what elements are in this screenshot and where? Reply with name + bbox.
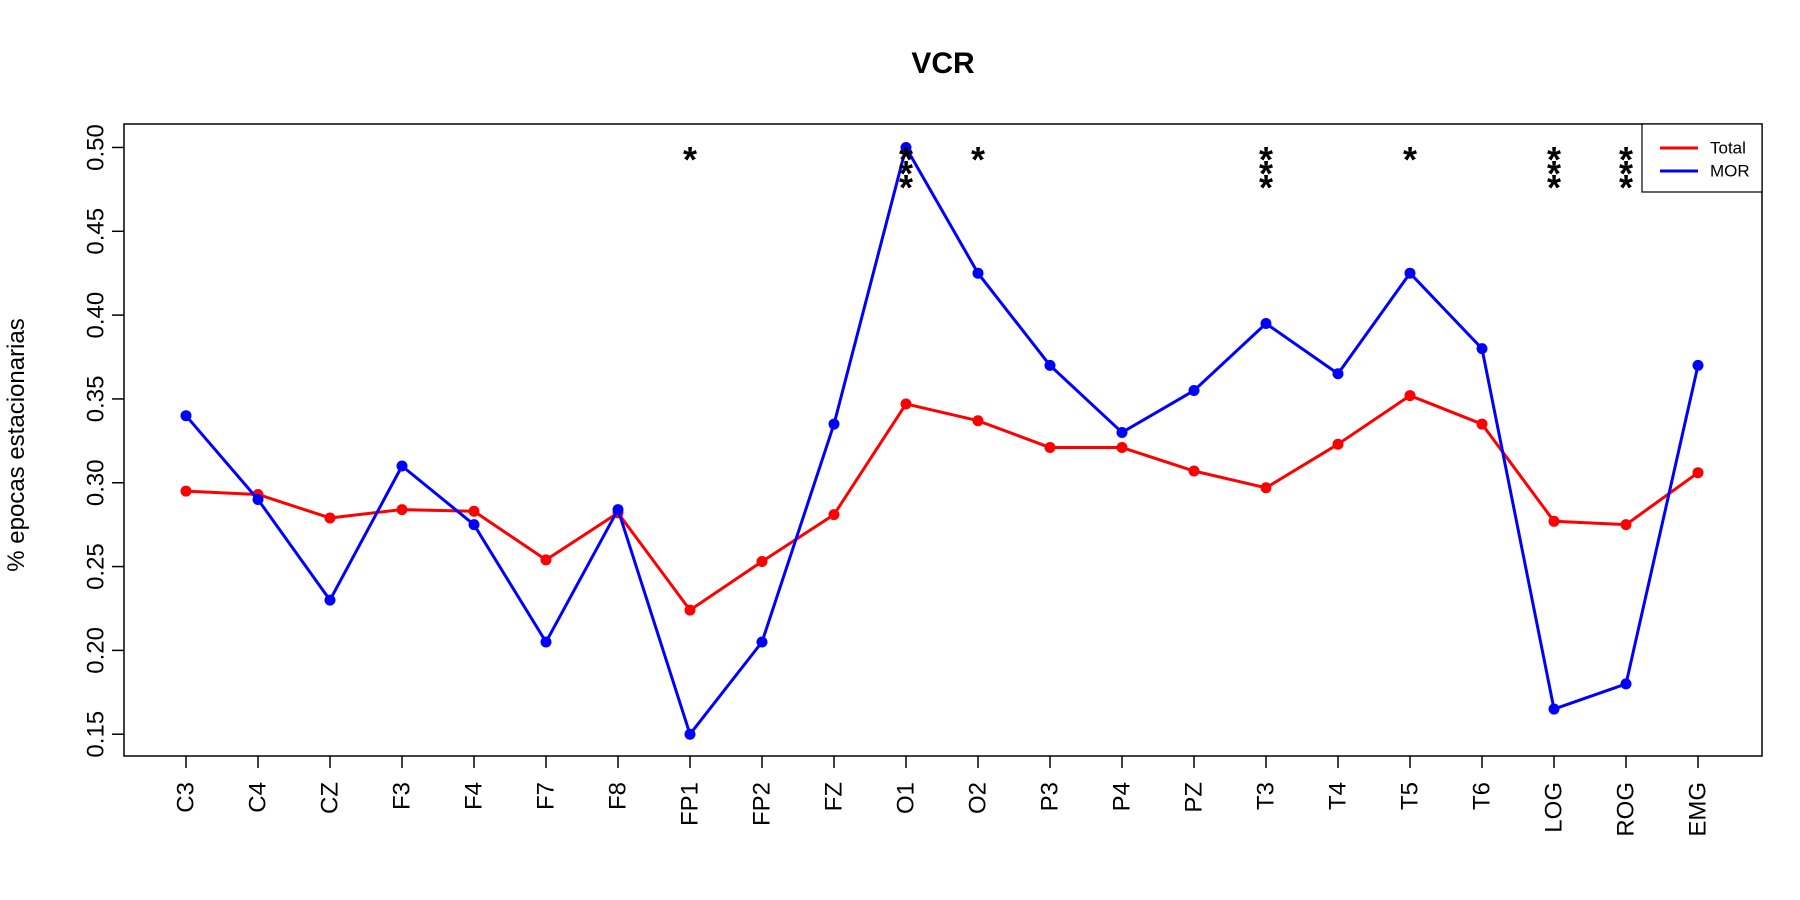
x-tick-label: F4 <box>461 782 488 810</box>
x-tick-label: T5 <box>1397 782 1424 810</box>
data-point <box>1476 343 1488 355</box>
legend-label: MOR <box>1710 162 1750 181</box>
data-point <box>756 636 768 648</box>
data-point <box>1044 359 1056 371</box>
data-point <box>1188 465 1200 477</box>
x-tick-label: C3 <box>173 782 200 813</box>
data-point <box>972 267 984 279</box>
data-point <box>1260 317 1272 329</box>
y-tick-label: 0.25 <box>83 543 110 590</box>
data-point <box>900 141 912 153</box>
legend: Total MOR <box>1641 123 1763 193</box>
y-tick-label: 0.35 <box>83 376 110 423</box>
data-point <box>1620 519 1632 531</box>
y-tick-label: 0.20 <box>83 627 110 674</box>
data-point <box>252 494 264 506</box>
data-point <box>1548 515 1560 527</box>
data-point <box>828 509 840 521</box>
data-point <box>1116 426 1128 438</box>
legend-box <box>1641 123 1763 193</box>
x-tick-label: F7 <box>533 782 560 810</box>
data-point <box>684 604 696 616</box>
x-tick-label: F3 <box>389 782 416 810</box>
x-tick-label: C4 <box>245 782 272 813</box>
data-point <box>1476 418 1488 430</box>
significance-marks: * **** **** ****** <box>683 139 1633 208</box>
legend-label: Total <box>1710 139 1746 158</box>
data-point <box>1404 267 1416 279</box>
series-layer <box>180 141 1704 740</box>
y-tick-label: 0.40 <box>83 292 110 339</box>
data-point <box>1260 482 1272 494</box>
significance-mark: * <box>971 139 985 180</box>
y-tick-label: 0.15 <box>83 711 110 758</box>
data-point <box>180 485 192 497</box>
x-tick-label: FP2 <box>749 782 776 826</box>
data-point <box>612 504 624 516</box>
significance-mark: *** <box>899 139 913 208</box>
data-point <box>468 519 480 531</box>
data-point <box>324 512 336 524</box>
data-point <box>1044 442 1056 454</box>
data-point <box>468 505 480 517</box>
series-line <box>185 394 1699 612</box>
data-point <box>540 636 552 648</box>
x-tick-label: LOG <box>1541 782 1568 833</box>
x-tick-label: FZ <box>821 782 848 811</box>
x-tick-label: FP1 <box>677 782 704 826</box>
data-point <box>1692 359 1704 371</box>
x-tick-label: O2 <box>965 782 992 814</box>
x-axis: C3 C4 CZ F3 F4 F7 F8 FP1 FP2 FZ O1 O2 P3 P4 PZ T3 T4 T5 T6… <box>173 756 1712 837</box>
significance-mark: * <box>683 139 697 180</box>
x-tick-label: EMG <box>1685 782 1712 837</box>
data-point <box>1404 390 1416 402</box>
data-point <box>756 556 768 568</box>
x-tick-label: T4 <box>1325 782 1352 810</box>
y-tick-label: 0.45 <box>83 208 110 255</box>
data-point <box>1620 678 1632 690</box>
data-point <box>684 728 696 740</box>
series-line <box>184 145 1700 736</box>
series-mor <box>180 141 1704 740</box>
data-point <box>540 554 552 566</box>
data-point <box>1332 368 1344 380</box>
x-tick-label: PZ <box>1181 782 1208 813</box>
x-tick-label: ROG <box>1613 782 1640 837</box>
data-point <box>1188 385 1200 397</box>
x-tick-label: P3 <box>1037 782 1064 811</box>
y-axis-label: % epocas estacionarias <box>3 318 30 571</box>
significance-mark: *** <box>1547 139 1561 208</box>
data-point <box>396 460 408 472</box>
y-tick-label: 0.30 <box>83 459 110 506</box>
significance-mark: * <box>1403 139 1417 180</box>
x-tick-label: O1 <box>893 782 920 814</box>
data-point <box>828 418 840 430</box>
data-point <box>324 594 336 606</box>
data-point <box>1332 438 1344 450</box>
data-point <box>972 415 984 427</box>
x-tick-label: P4 <box>1109 782 1136 811</box>
x-tick-label: T6 <box>1469 782 1496 810</box>
data-point <box>396 504 408 516</box>
y-axis: 0.15 0.20 0.25 0.30 0.35 0.40 0.45 0.50 <box>83 124 124 758</box>
series-total <box>180 390 1704 616</box>
y-tick-label: 0.50 <box>83 124 110 171</box>
data-point <box>1548 703 1560 715</box>
significance-mark: *** <box>1259 139 1273 208</box>
data-point <box>900 398 912 410</box>
data-point <box>180 410 192 422</box>
x-tick-label: CZ <box>317 782 344 814</box>
significance-mark: *** <box>1619 139 1633 208</box>
data-point <box>1692 467 1704 479</box>
plot-frame <box>123 123 1763 757</box>
x-tick-label: T3 <box>1253 782 1280 810</box>
x-tick-label: F8 <box>605 782 632 810</box>
data-point <box>1116 442 1128 454</box>
chart-title: VCR <box>911 47 975 80</box>
